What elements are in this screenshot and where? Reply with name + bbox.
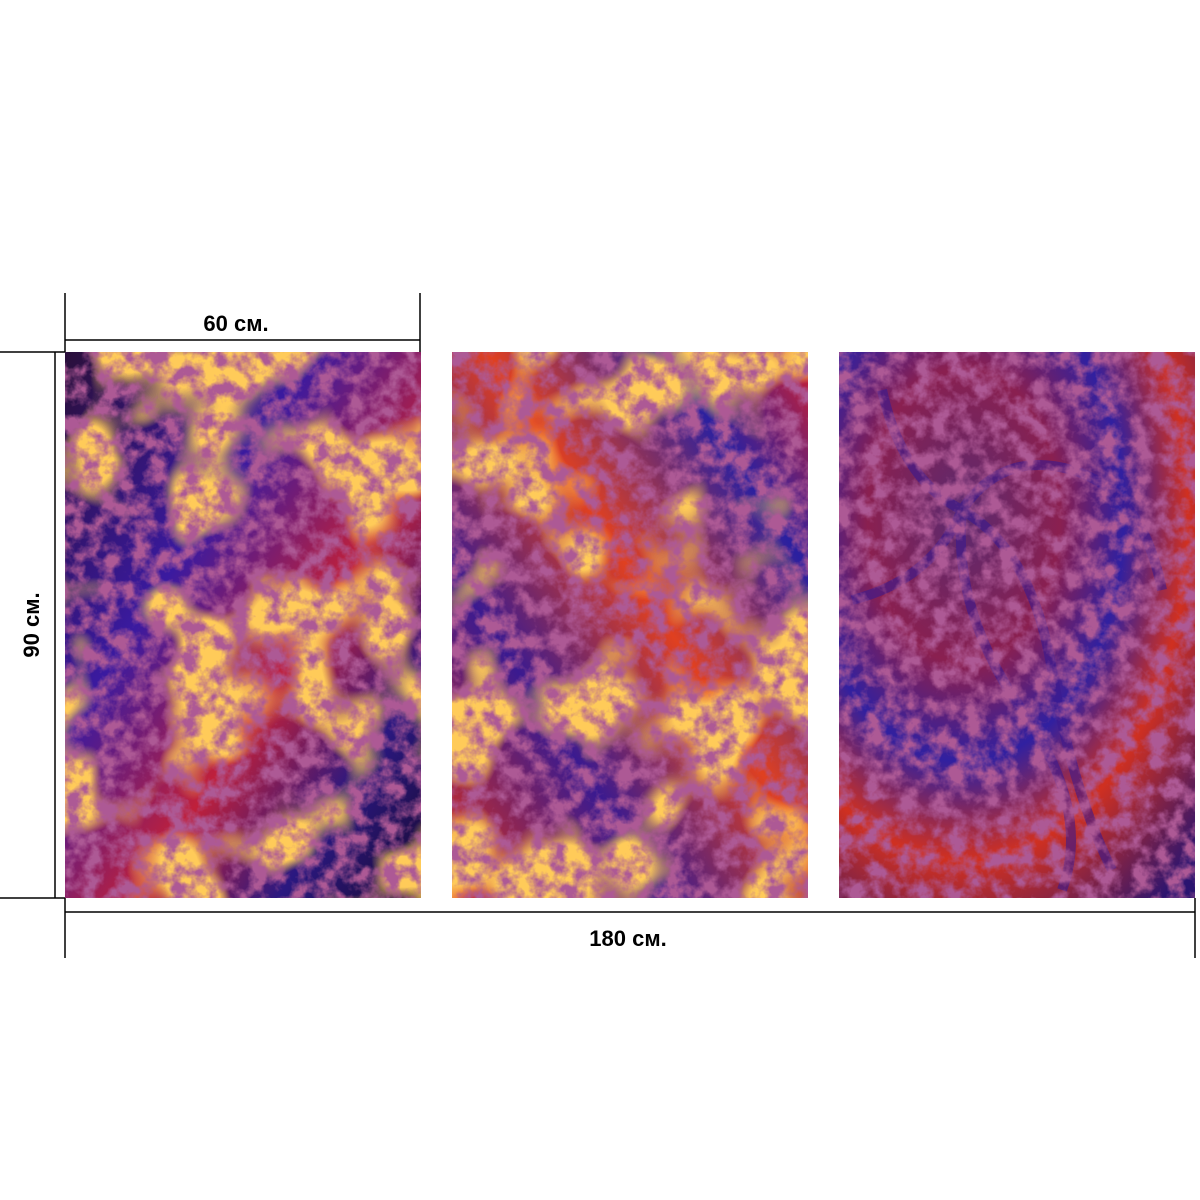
dimension-label: 60 см. (203, 311, 268, 336)
dimension-label: 90 см. (19, 592, 44, 657)
panel-left (65, 352, 421, 898)
dimension-total-width: 180 см. (64, 898, 1196, 958)
dimension-height: 90 см. (0, 351, 65, 899)
dimension-panel-width: 60 см. (64, 293, 421, 352)
dimension-label: 180 см. (589, 926, 666, 951)
panel-middle (452, 352, 808, 898)
panel-right (839, 352, 1195, 898)
